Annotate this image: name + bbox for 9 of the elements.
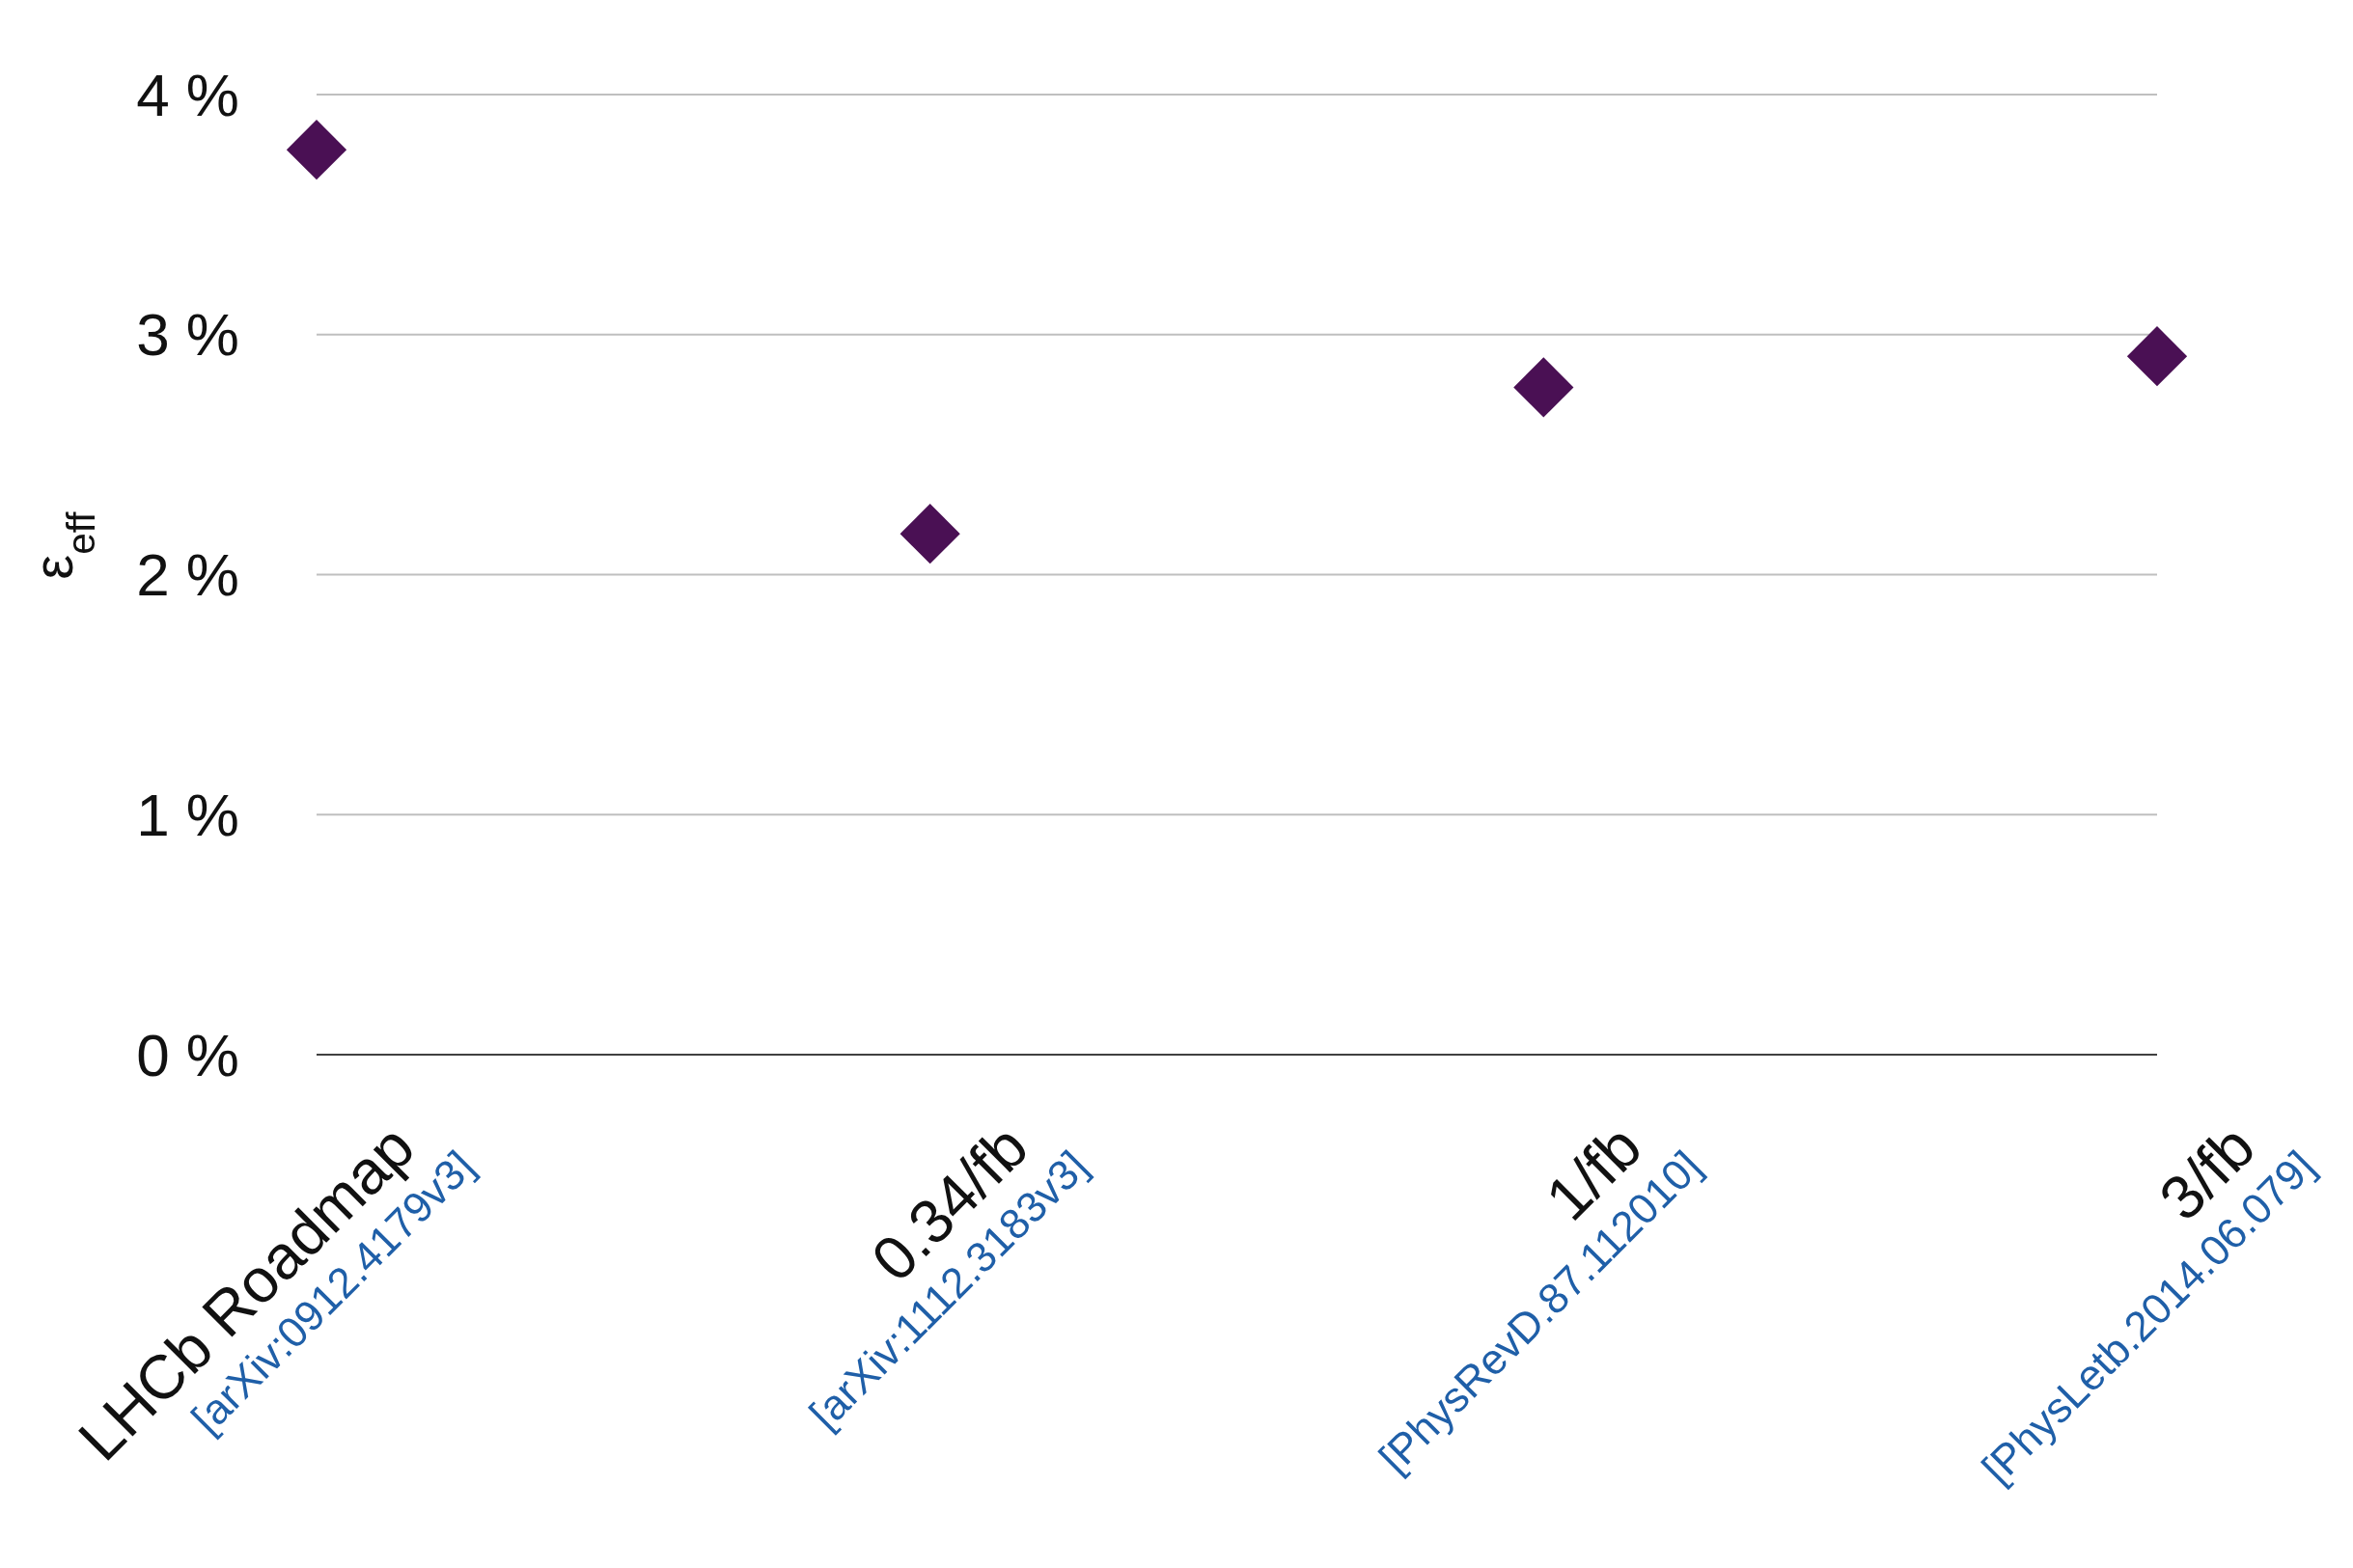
y-tick-label: 2 % xyxy=(136,541,239,609)
y-tick-label: 1 % xyxy=(136,781,239,848)
point xyxy=(1513,357,1574,418)
y-tick-label: 0 % xyxy=(136,1021,239,1088)
y-tick-label: 3 % xyxy=(136,301,239,369)
point xyxy=(2126,326,2188,387)
y-tick-label: 4 % xyxy=(136,61,239,128)
point xyxy=(286,120,347,180)
point xyxy=(900,504,960,564)
